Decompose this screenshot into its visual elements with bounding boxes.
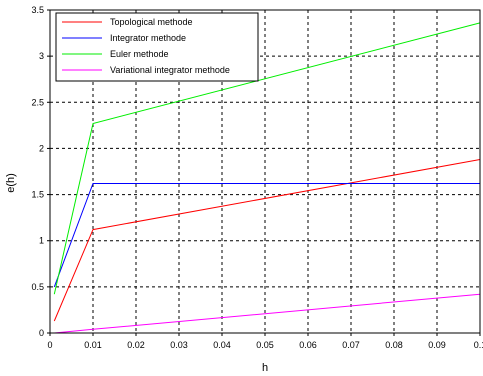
- x-tick-label: 0.04: [213, 340, 231, 350]
- series-line: [53, 159, 481, 322]
- series-line: [54, 293, 481, 334]
- y-tick-label: 0.5: [31, 282, 44, 292]
- x-tick-label: 0.02: [127, 340, 145, 350]
- series-line: [53, 183, 480, 288]
- x-tick-label: 0.1: [474, 340, 483, 350]
- x-tick-label: 0.07: [342, 340, 360, 350]
- y-tick-label: 1.5: [31, 190, 44, 200]
- x-tick-label: 0.05: [256, 340, 274, 350]
- legend-label: Integrator methode: [110, 33, 186, 43]
- y-tick-label: 3: [39, 51, 44, 61]
- y-tick-label: 1: [39, 236, 44, 246]
- x-tick-label: 0.09: [428, 340, 446, 350]
- series-line: [53, 22, 481, 295]
- legend-label: Topological methode: [110, 17, 193, 27]
- x-axis-label: h: [262, 362, 268, 374]
- x-tick-label: 0.08: [385, 340, 403, 350]
- y-tick-label: 0: [39, 328, 44, 338]
- x-tick-label: 0.06: [299, 340, 317, 350]
- series-lines: [53, 22, 481, 334]
- legend-label: Variational integrator methode: [110, 65, 230, 75]
- y-tick-label: 2.5: [31, 97, 44, 107]
- legend: Topological methode Integrator methode Eul…: [55, 12, 259, 82]
- axis-ticks: 0 0.01 0.02 0.03 0.04 0.05 0.06 0.07 0.08 0.09 0.1…: [31, 5, 483, 350]
- y-axis-label: e(h): [5, 173, 17, 193]
- x-tick-label: 0: [47, 340, 52, 350]
- legend-label: Euler methode: [110, 49, 169, 59]
- x-tick-label: 0.03: [170, 340, 188, 350]
- y-tick-label: 2: [39, 143, 44, 153]
- y-tick-label: 3.5: [31, 5, 44, 15]
- x-tick-label: 0.01: [84, 340, 102, 350]
